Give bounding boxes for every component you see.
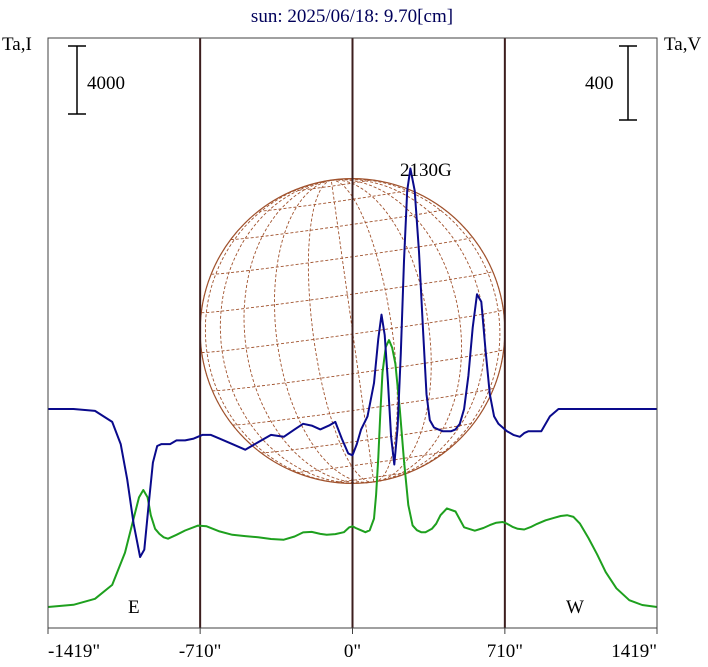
x-tick-label: -1419" xyxy=(48,641,100,662)
longitude-line xyxy=(331,179,463,483)
limb-label-west: W xyxy=(566,597,584,618)
limb-label-east: E xyxy=(128,597,140,618)
limb-lines xyxy=(199,38,506,628)
right-scale-bar xyxy=(619,45,637,121)
series-polarization-line xyxy=(48,167,657,558)
latitude-line xyxy=(232,387,495,426)
latitude-line xyxy=(295,450,447,473)
x-tick-labels: -1419" -710" 0" 710" 1419" xyxy=(47,628,658,662)
left-scale-bar-label: 4000 xyxy=(87,73,125,94)
latitude-line xyxy=(292,179,372,192)
latitude-line xyxy=(201,271,494,314)
longitude-line xyxy=(331,179,398,483)
x-tick-label: 0" xyxy=(344,641,361,662)
x-tick-label: 710" xyxy=(487,641,523,662)
series-layer xyxy=(47,167,658,608)
x-tick-label: 1419" xyxy=(611,641,657,662)
longitude-line xyxy=(204,179,374,484)
field-annotation: 2130G xyxy=(400,160,452,181)
longitude-line xyxy=(331,178,486,483)
series-intensity-line xyxy=(47,339,658,608)
longitude-line xyxy=(330,180,375,483)
longitude-line xyxy=(243,179,374,484)
longitude-line xyxy=(331,179,432,483)
latitude-line xyxy=(212,349,505,392)
left-scale-bar xyxy=(68,45,86,115)
longitude-line xyxy=(219,179,374,484)
longitude-line xyxy=(331,178,501,483)
x-tick-label: -710" xyxy=(179,641,222,662)
left-axis-label: Ta,I xyxy=(2,34,32,55)
longitude-line xyxy=(307,179,374,483)
latitude-line xyxy=(333,470,413,483)
right-axis-label: Ta,V xyxy=(664,34,701,55)
chart-title: sun: 2025/06/18: 9.70[cm] xyxy=(251,6,453,27)
longitude-line xyxy=(274,179,374,483)
latitude-line xyxy=(210,236,473,275)
right-scale-bar-label: 400 xyxy=(585,73,614,94)
